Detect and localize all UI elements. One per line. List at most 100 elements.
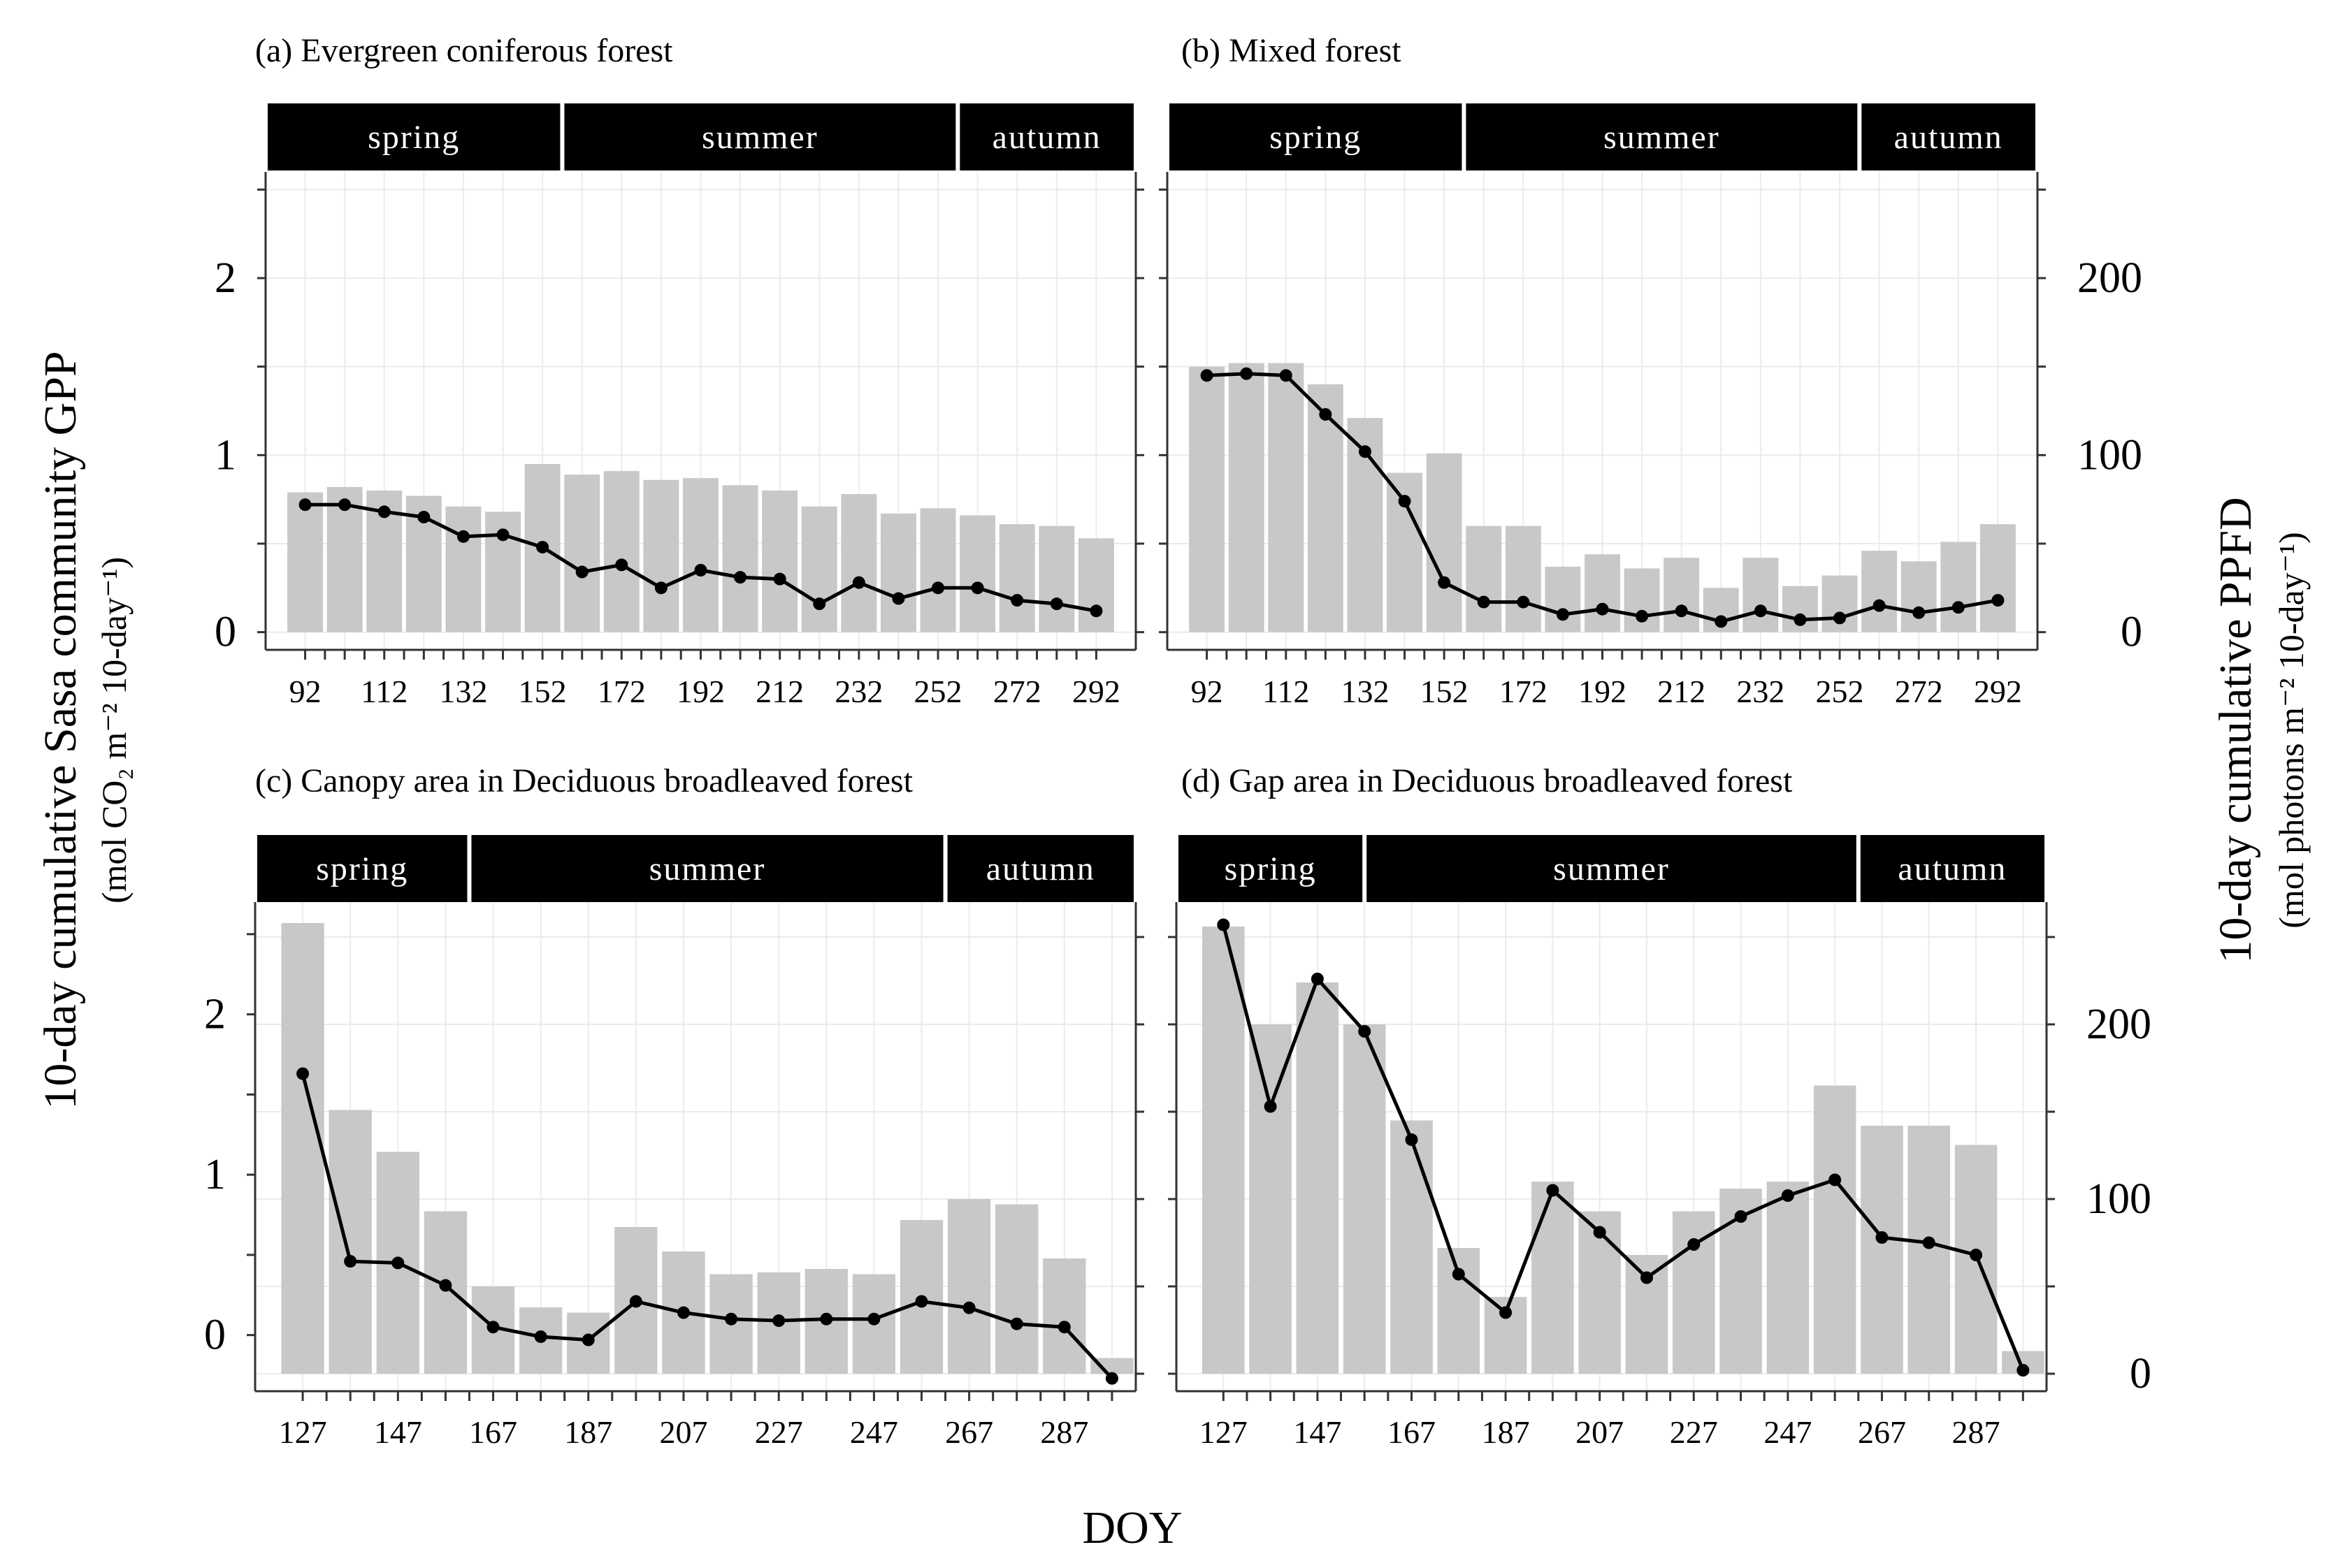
gpp-point xyxy=(1319,408,1332,421)
x-tick-label: 92 xyxy=(1191,674,1223,709)
gpp-point xyxy=(1358,1025,1371,1038)
gpp-point xyxy=(677,1306,690,1319)
season-label: autumn xyxy=(1898,850,2007,887)
gpp-point xyxy=(1781,1189,1794,1202)
x-tick-label: 132 xyxy=(439,674,487,709)
season-label: autumn xyxy=(986,850,1095,887)
ppfd-bar xyxy=(1861,1126,1903,1374)
gpp-point xyxy=(615,558,628,572)
right-axis-title: 10-day cumulative PPFD xyxy=(2210,497,2261,963)
gpp-point xyxy=(892,592,905,605)
gpp-line xyxy=(301,1073,1113,1380)
gpp-point xyxy=(1912,606,1926,619)
ppfd-bar xyxy=(1505,525,1541,632)
gpp-point xyxy=(1951,601,1965,614)
season-label: spring xyxy=(1225,850,1317,887)
x-tick-label: 267 xyxy=(945,1414,993,1450)
panel-title: (c) Canopy area in Deciduous broadleaved… xyxy=(255,762,914,799)
chart-panel-4: (d) Gap area in Deciduous broadleaved fo… xyxy=(1168,762,2151,1450)
x-tick-label: 167 xyxy=(469,1414,517,1450)
ppfd-bar xyxy=(1249,1024,1292,1374)
ppfd-bar xyxy=(1585,554,1620,632)
ppfd-bar xyxy=(995,1204,1039,1374)
gpp-point xyxy=(734,571,747,584)
gpp-point xyxy=(486,1321,500,1334)
gpp-point xyxy=(867,1312,881,1326)
ppfd-bar xyxy=(287,492,324,632)
x-tick-label: 232 xyxy=(835,674,883,709)
ppfd-bar xyxy=(999,524,1035,632)
x-tick-label: 127 xyxy=(279,1414,327,1450)
gpp-point xyxy=(694,564,707,576)
gpp-point xyxy=(1687,1238,1701,1251)
x-tick-label: 192 xyxy=(1578,674,1626,709)
gpp-point xyxy=(1398,495,1411,508)
x-tick-label: 247 xyxy=(1763,1414,1812,1450)
left-axis-subtitle: (mol CO₂ m⁻² 10-day⁻¹) xyxy=(94,557,134,903)
ppfd-tick-label: 0 xyxy=(2121,609,2142,656)
gpp-point xyxy=(1991,594,2005,607)
gpp-point xyxy=(2016,1364,2030,1377)
season-label: autumn xyxy=(993,119,1102,156)
x-tick-label: 212 xyxy=(1657,674,1705,709)
gpp-point xyxy=(773,572,786,586)
ppfd-bar xyxy=(1907,1126,1951,1374)
gpp-point xyxy=(1358,445,1371,458)
x-tick-label: 252 xyxy=(914,674,962,709)
ppfd-bar xyxy=(683,478,719,632)
ppfd-bar xyxy=(281,923,324,1374)
x-tick-label: 172 xyxy=(1499,674,1547,709)
gpp-point xyxy=(1546,1184,1559,1197)
gpp-point xyxy=(1477,595,1490,609)
ppfd-bar xyxy=(1545,566,1581,632)
ppfd-bar xyxy=(1900,561,1937,632)
gpp-point xyxy=(1640,1271,1653,1284)
ppfd-bar xyxy=(1979,524,2016,632)
gpp-point xyxy=(1405,1133,1418,1146)
gpp-point xyxy=(654,581,668,595)
ppfd-bar xyxy=(1307,384,1343,632)
right-axis-subtitle: (mol photons m⁻² 10-day⁻¹) xyxy=(2272,532,2311,928)
gpp-point xyxy=(1311,973,1324,985)
gpp-point xyxy=(1970,1249,1983,1261)
x-tick-label: 152 xyxy=(1420,674,1469,709)
ppfd-bar xyxy=(1043,1258,1086,1374)
ppfd-bar xyxy=(1766,1182,1810,1374)
ppfd-bar xyxy=(1940,542,1977,632)
gpp-point xyxy=(1596,602,1609,616)
gpp-tick-label: 2 xyxy=(215,254,236,302)
season-label: summer xyxy=(1603,119,1720,156)
gpp-point xyxy=(298,498,312,511)
gpp-point xyxy=(1675,604,1688,618)
ppfd-bar xyxy=(643,479,679,632)
gpp-point xyxy=(338,498,352,511)
ppfd-bar xyxy=(920,508,956,632)
ppfd-bar xyxy=(1813,1085,1856,1374)
gpp-point xyxy=(377,505,391,518)
ppfd-bar xyxy=(1296,982,1339,1374)
x-tick-label: 147 xyxy=(374,1414,422,1450)
gpp-point xyxy=(1593,1226,1606,1239)
x-tick-label: 92 xyxy=(289,674,322,709)
gpp-point xyxy=(1754,604,1767,618)
gpp-point xyxy=(1794,613,1807,626)
gpp-point xyxy=(1240,367,1253,380)
gpp-point xyxy=(932,581,945,595)
ppfd-bar xyxy=(1664,558,1700,632)
season-strip-autumn xyxy=(947,835,1134,902)
season-label: summer xyxy=(702,119,818,156)
gpp-tick-label: 1 xyxy=(204,1151,226,1198)
ppfd-bar xyxy=(564,474,600,632)
ppfd-bar xyxy=(1343,1024,1386,1374)
gpp-point xyxy=(1872,599,1886,612)
x-tick-label: 167 xyxy=(1387,1414,1436,1450)
gpp-point xyxy=(915,1295,928,1308)
gpp-point xyxy=(1264,1100,1277,1113)
x-tick-label: 252 xyxy=(1816,674,1864,709)
gpp-point xyxy=(852,576,865,589)
season-strip-summer xyxy=(564,103,956,170)
left-axis-title: 10-day cumulative Sasa community GPP xyxy=(35,351,86,1109)
season-label: spring xyxy=(368,119,460,156)
x-tick-label: 227 xyxy=(755,1414,803,1450)
